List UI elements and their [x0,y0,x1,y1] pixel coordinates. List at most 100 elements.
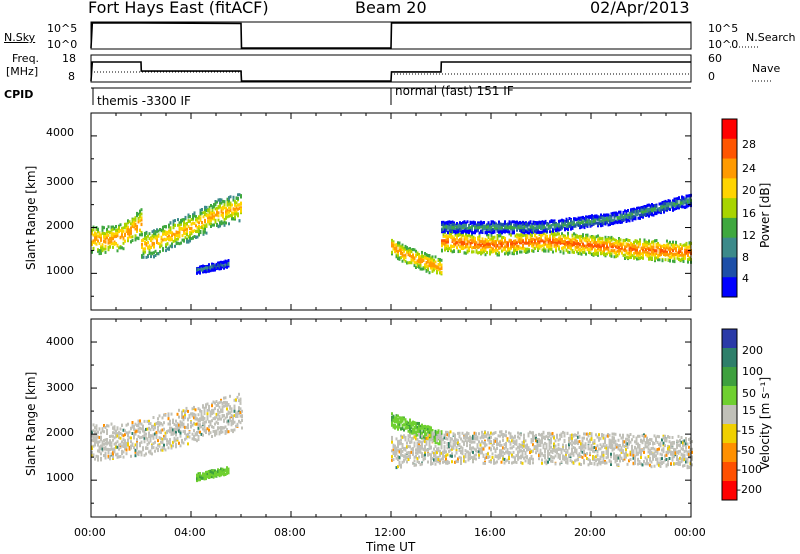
power-cell [652,251,655,255]
power-cell [422,257,425,261]
power-cell [110,228,113,232]
power-cell [471,250,473,254]
power-cell [529,228,532,232]
power-cell [562,234,565,238]
power-cell [450,231,452,235]
power-cell [131,219,134,223]
power-cell [141,245,143,249]
power-cell [156,228,158,232]
power-cell [525,223,527,226]
power-cell [657,242,659,245]
power-cell [224,265,227,269]
power-cell [459,228,461,232]
power-cell [603,245,605,249]
power-cell [637,245,640,249]
velocity-cell [103,442,105,446]
power-cell [447,226,449,230]
power-cell [115,235,117,238]
power-cell [576,234,578,238]
power-cell [481,229,484,233]
power-cell [661,205,664,209]
power-cell [522,234,524,238]
velocity-cell [119,427,122,431]
power-cell [410,249,413,253]
power-cell [220,206,223,210]
power-cell [663,205,665,209]
power-cell [127,239,129,243]
velocity-cell [194,413,197,417]
power-cell [537,237,539,241]
power-cell [501,242,503,246]
velocity-cell [100,444,102,448]
power-cell [116,243,119,247]
power-cell [477,221,479,225]
power-cell [193,222,196,225]
power-cell [442,225,445,229]
power-cell [550,240,553,244]
power-cell [444,248,446,252]
velocity-cell [152,433,155,437]
power-cell [237,193,239,197]
power-cell [513,239,515,243]
power-cell [214,200,217,203]
power-cell [169,236,172,240]
power-cell [472,235,475,239]
power-cell [562,246,565,250]
velocity-cell [104,438,107,442]
velocity-cell [170,444,173,448]
power-cell [189,236,191,240]
power-cell [615,239,617,243]
power-cell [139,211,141,215]
power-cell [540,239,542,243]
power-cell [122,247,125,251]
power-cell [171,238,173,242]
power-cell [103,247,105,251]
power-cell [489,252,491,256]
power-cell [513,252,515,256]
velocity-cell [115,435,117,439]
power-cell [523,231,526,235]
velocity-cell [130,436,132,440]
power-cell [151,241,154,245]
power-cell [136,227,138,231]
power-cell [136,229,138,233]
power-cell [565,227,568,231]
velocity-cell [241,414,243,418]
power-cell [459,221,461,225]
power-cell [595,244,598,248]
power-cell [664,206,667,210]
power-cell [444,245,446,249]
power-cell [607,237,610,241]
velocity-cell [116,432,119,436]
power-cell [495,239,497,243]
power-cell [598,220,601,224]
power-cell [225,215,227,219]
power-cell [205,266,207,270]
power-cell [657,246,659,250]
power-cell [540,244,542,248]
power-cell [687,204,689,208]
power-cell [466,230,469,234]
power-cell [493,230,496,234]
xtick-3: 12:00 [374,526,406,539]
power-cell [472,240,475,244]
power-cell [475,241,478,245]
power-cell [159,242,161,246]
power-cell [657,210,659,214]
velocity-cell [163,443,165,447]
power-cell [577,223,580,227]
power-cell [672,199,674,203]
power-cell [685,243,688,247]
velocity-cell [139,430,141,434]
velocity-cell [109,457,111,461]
power-cell [510,242,512,246]
power-cell [483,250,485,254]
velocity-cell [122,450,125,454]
power-cell [645,213,647,217]
power-cell [603,218,605,222]
velocity-cell [92,434,95,438]
velocity-cell [137,453,140,457]
power-cell [600,220,602,223]
velocity-cell [152,416,155,419]
vel-tick-100: 100 [742,365,763,378]
